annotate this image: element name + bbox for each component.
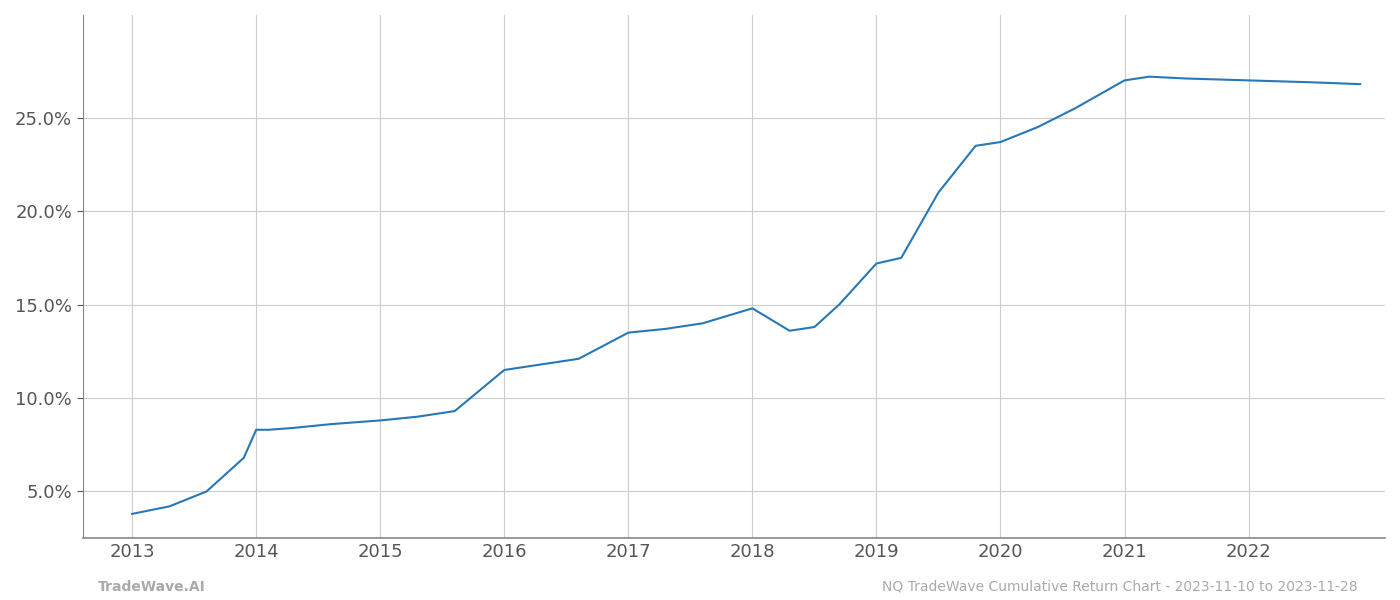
Text: TradeWave.AI: TradeWave.AI [98,580,206,594]
Text: NQ TradeWave Cumulative Return Chart - 2023-11-10 to 2023-11-28: NQ TradeWave Cumulative Return Chart - 2… [882,580,1358,594]
